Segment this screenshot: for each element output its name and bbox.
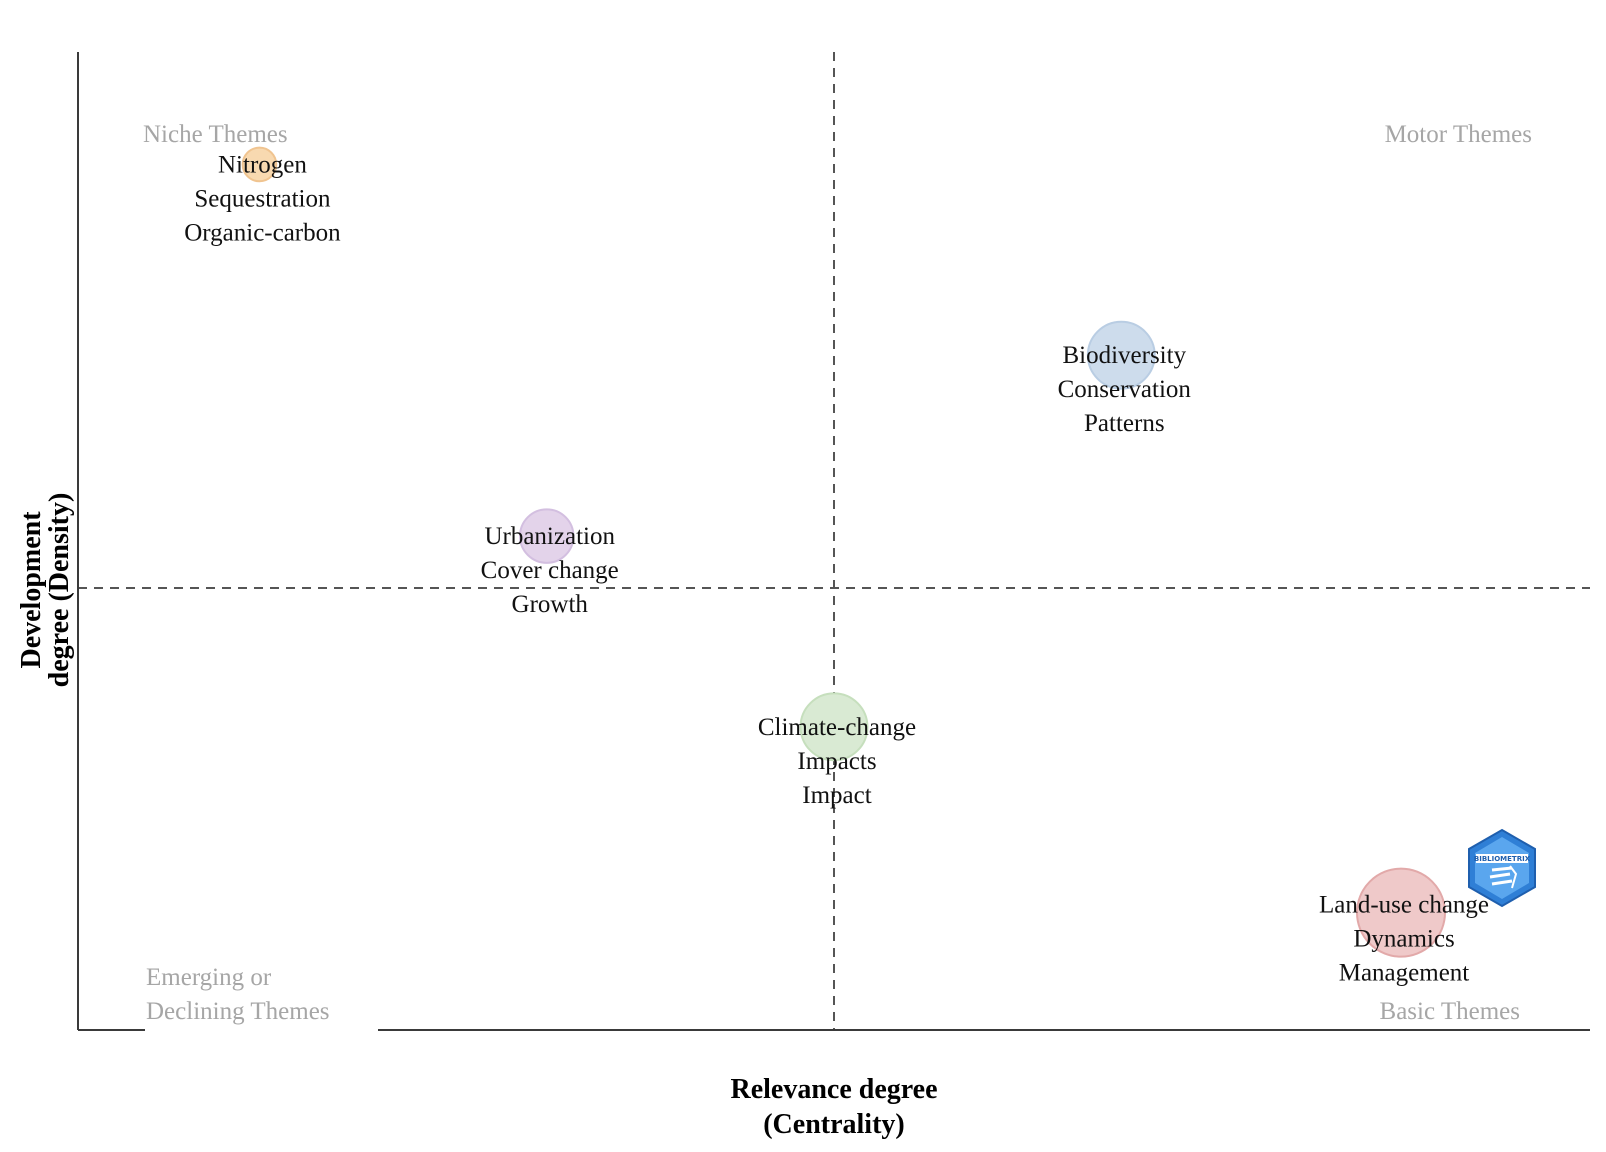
cluster-bubble-3 [799,692,869,762]
logo-figure-icon [1509,865,1518,889]
y-axis-title-line1: Development [16,511,47,669]
cluster-bubble-1 [1086,320,1156,390]
bibliometrix-logo: BIBLIOMETRIX [1468,828,1536,908]
cluster-term-label: Dynamics [1353,926,1454,953]
quadrant-label-emerging-line1: Emerging or [146,964,272,991]
quadrant-label-motor: Motor Themes [1385,121,1532,148]
cluster-term-label: Growth [512,591,589,618]
cluster-term-label: Cover change [481,557,619,584]
quadrant-label-emerging-line2: Declining Themes [146,998,330,1025]
cluster-term-label: Nitrogen [218,151,307,178]
quadrant-label-niche: Niche Themes [143,121,288,148]
quadrant-label-basic: Basic Themes [1380,998,1520,1025]
y-axis-title-line2: degree (Density) [44,493,75,688]
cluster-term-label: Impacts [797,748,876,775]
cluster-term-label: Urbanization [484,523,615,550]
x-axis-title-line2: (Centrality) [763,1109,905,1140]
cluster-term-label: Impact [802,782,871,809]
cluster-term-label: Conservation [1058,376,1192,403]
cluster-term-label: Sequestration [194,185,331,212]
cluster-term-label: Climate-change [758,714,916,741]
cluster-term-label: Organic-carbon [184,219,341,246]
cluster-term-label: Land-use change [1319,892,1489,919]
cluster-bubble-0 [241,146,278,183]
cluster-term-label: Biodiversity [1062,342,1186,369]
cluster-bubbles: Nitrogen Sequestration Organic-carbon Biodi… [184,146,1489,987]
logo-lines-icon [1489,866,1513,886]
logo-text: BIBLIOMETRIX [1474,855,1531,863]
cluster-term-label: Patterns [1084,410,1165,437]
cluster-term-label: Management [1339,960,1470,987]
logo-banner [1476,854,1528,863]
x-axis-title-line1: Relevance degree [730,1074,937,1105]
cluster-bubble-2 [519,508,575,564]
cluster-bubble-4 [1356,867,1446,958]
